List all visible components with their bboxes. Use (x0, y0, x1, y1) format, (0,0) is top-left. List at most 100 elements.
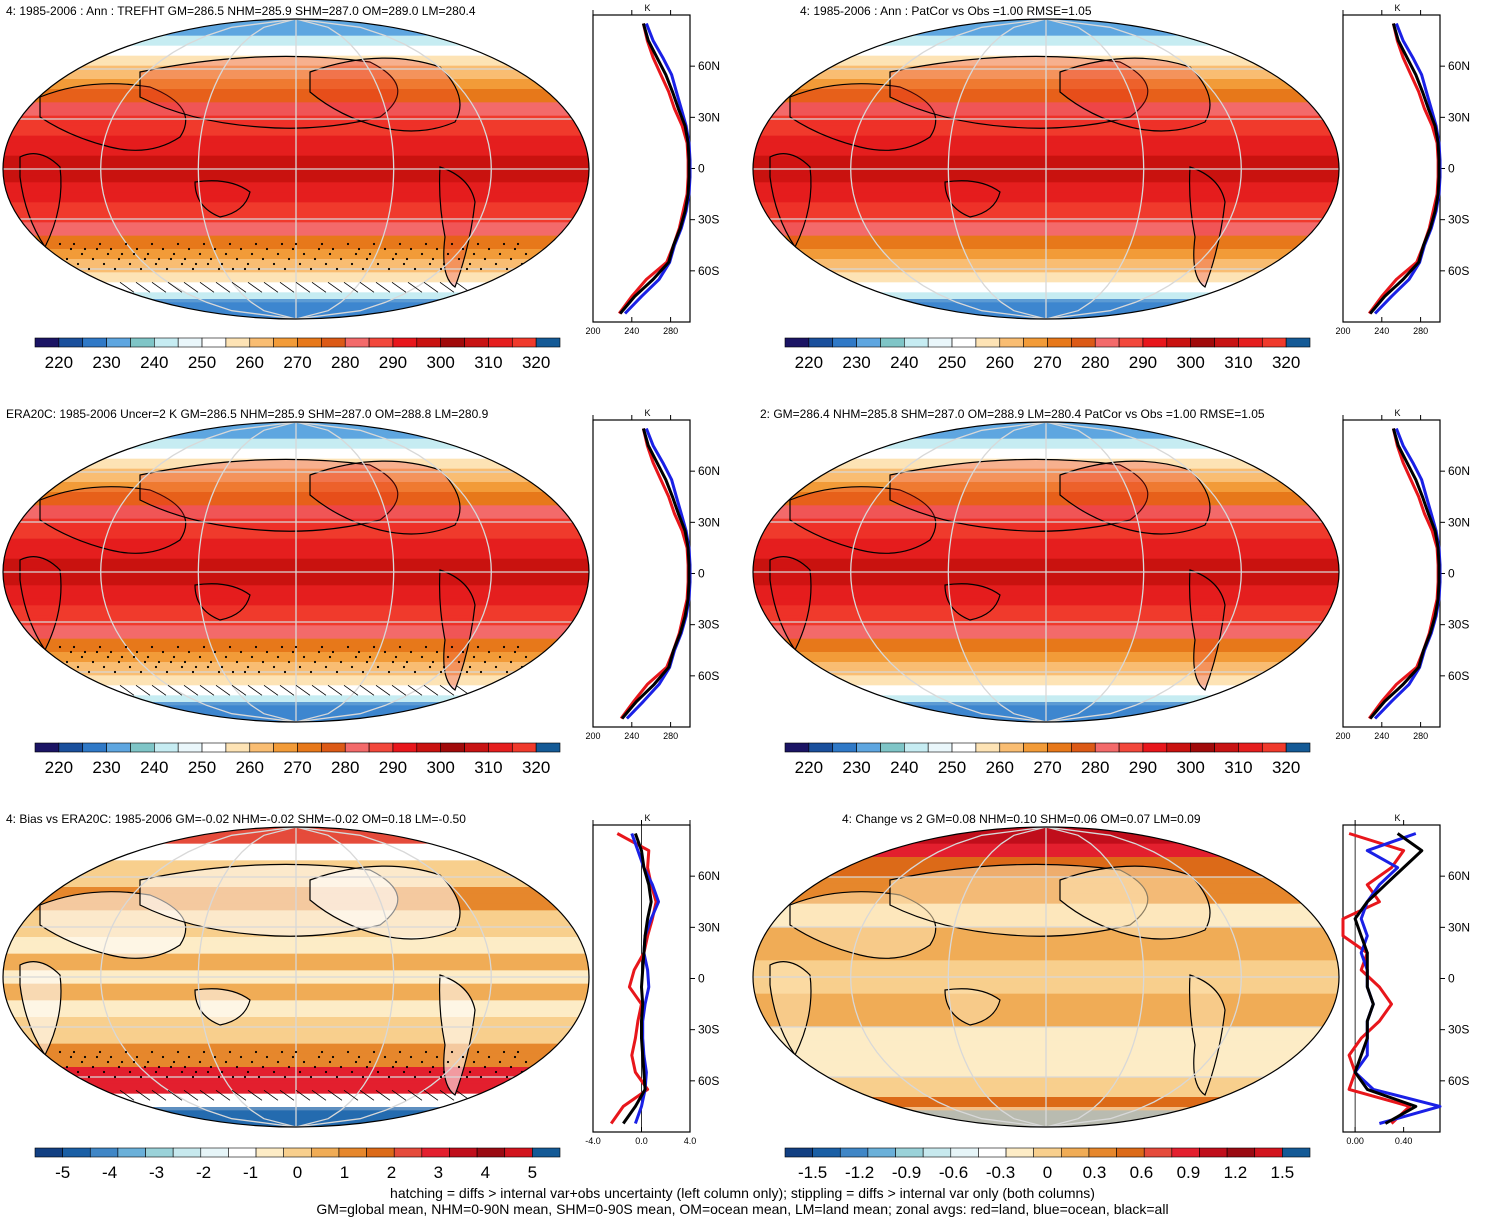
stipple-dot (387, 670, 391, 674)
stipple-dot (487, 650, 491, 654)
colorbar-swatch (201, 337, 227, 348)
stipple-dot (320, 1050, 324, 1054)
colorbar-label: -4 (102, 1163, 117, 1182)
zonal-unit-label: K (1394, 3, 1400, 13)
colorbar-swatch (904, 337, 929, 348)
colorbar-label: -1 (243, 1163, 258, 1182)
colorbar-swatch (922, 1147, 952, 1158)
hatch-mark (279, 1090, 295, 1101)
stipple-dot (324, 262, 328, 266)
colorbar-swatch (1033, 1147, 1062, 1158)
stipple-dot (368, 252, 372, 256)
colorbar-swatch (273, 742, 298, 753)
colorbar-swatch (1226, 1147, 1256, 1158)
stipple-dot (228, 242, 232, 246)
stipple-dot (187, 247, 191, 251)
colorbar-swatch (856, 337, 881, 348)
stipple-dot (339, 1065, 343, 1069)
lat-tick-label: 60N (1448, 59, 1470, 73)
stipple-dot (446, 655, 450, 659)
colorbar-label: 1.2 (1224, 1163, 1248, 1182)
stipple-dot (246, 665, 250, 669)
stipple-dot (402, 262, 406, 266)
zonal-frame (592, 14, 691, 323)
hatch-mark (423, 1090, 439, 1101)
stipple-dot (228, 1050, 232, 1054)
stipple-dot (117, 257, 121, 261)
zonal-x-tick-label: -4.0 (585, 1136, 601, 1146)
longitude-gridline (1045, 827, 1242, 1127)
stipple-dot (317, 1055, 321, 1059)
stipple-dot (165, 1075, 169, 1079)
stipple-dot (483, 660, 487, 664)
colorbar-label: 4 (481, 1163, 490, 1182)
colorbar-swatch (1214, 337, 1239, 348)
stipple-dot (128, 1070, 132, 1074)
panel-title: 4: 1985-2006 : Ann : TREFHT GM=286.5 NHM… (6, 4, 476, 18)
colorbar-swatch (1023, 337, 1048, 348)
colorbar-swatch (950, 1147, 979, 1158)
lat-tick-label: 30N (1448, 920, 1470, 934)
stipple-dot (435, 247, 439, 251)
colorbar-label: 290 (1129, 758, 1157, 777)
stipple-dot (402, 665, 406, 669)
stipple-dot (172, 1060, 176, 1064)
stipple-dot (198, 655, 202, 659)
colorbar-swatch (1285, 337, 1311, 348)
colorbar-label: 230 (842, 353, 870, 372)
colorbar-swatch (488, 742, 513, 753)
colorbar-swatch (1023, 742, 1048, 753)
stipple-dot (228, 645, 232, 649)
stipple-dot (169, 660, 173, 664)
stipple-dot (109, 650, 113, 654)
stipple-dot (180, 262, 184, 266)
zonal-land-line (1367, 428, 1440, 720)
longitude-gridline (295, 827, 395, 1127)
stipple-dot (394, 252, 398, 256)
lat-tick-label: 60N (698, 869, 720, 883)
stipple-dot (413, 1075, 417, 1079)
stipple-dot (265, 650, 269, 654)
zonal-unit-label: K (644, 813, 650, 823)
hatch-mark (183, 1090, 199, 1101)
panel-era20c: ERA20C: 1985-2006 Uncer=2 K GM=286.5 NHM… (0, 405, 742, 810)
stipple-dot (261, 660, 265, 664)
stipple-dot (254, 645, 258, 649)
stipple-dot (102, 665, 106, 669)
zonal-x-tick-label: 280 (663, 731, 678, 741)
continent-outline (19, 556, 62, 652)
stipple-dot (494, 262, 498, 266)
colorbar-label: 220 (45, 353, 73, 372)
stipple-dot (354, 252, 358, 256)
colorbar-swatch (1116, 1147, 1145, 1158)
longitude-gridline (947, 19, 1047, 319)
hatch-mark (343, 282, 359, 293)
lat-tick-label: 0 (1448, 972, 1455, 986)
stipple-dot (294, 242, 298, 246)
stipple-dot (206, 1070, 210, 1074)
stipple-dot (65, 660, 69, 664)
continent-outline (438, 166, 476, 288)
stipple-dot (472, 655, 476, 659)
stipple-dot (202, 645, 206, 649)
colorbar-swatch (784, 337, 810, 348)
zonal-frame (1342, 14, 1441, 323)
stipple-dot (132, 252, 136, 256)
hatch-mark (327, 685, 343, 696)
stipple-dot (250, 1060, 254, 1064)
longitude-gridline (100, 422, 297, 722)
colorbar-swatch (808, 742, 834, 753)
zonal-land-line (1341, 832, 1412, 1125)
hatch-mark (391, 1090, 407, 1101)
colorbar-swatch (476, 1147, 506, 1158)
colorbar-label: 240 (890, 353, 918, 372)
colorbar-label: 230 (92, 353, 120, 372)
stipple-dot (365, 660, 369, 664)
colorbar-swatch (1261, 337, 1287, 348)
colorbar-swatch (416, 742, 441, 753)
colorbar-label: 230 (842, 758, 870, 777)
stipple-dot (231, 1075, 235, 1079)
stipple-dot (328, 252, 332, 256)
stipple-dot (183, 257, 187, 261)
stipple-dot (487, 1055, 491, 1059)
